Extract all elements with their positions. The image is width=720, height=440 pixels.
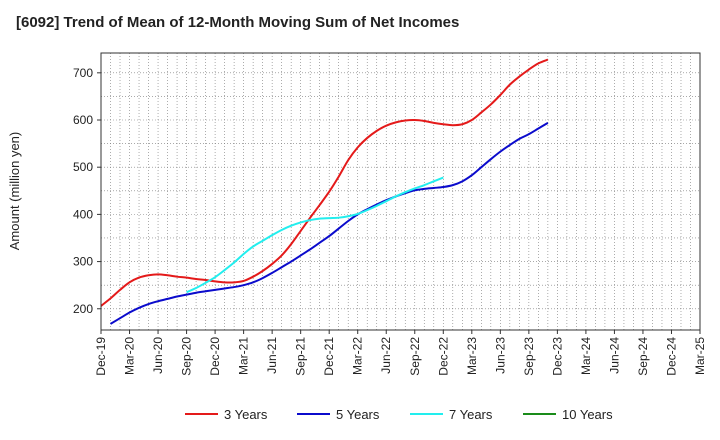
x-tick-label: Dec-24	[664, 337, 678, 376]
x-axis: Dec-19 Mar-20 Jun-20 Sep-20 Dec-20 Mar-21 Jun-…	[94, 330, 707, 376]
x-tick-label: Dec-19	[94, 337, 108, 376]
x-tick-label: Mar-21	[237, 337, 251, 375]
x-tick-label: Mar-24	[579, 337, 593, 375]
series-lines	[100, 58, 549, 325]
y-axis: 200 300 400 500 600 700	[73, 66, 101, 316]
x-tick-label: Mar-23	[465, 337, 479, 375]
x-tick-label: Jun-23	[493, 337, 507, 374]
x-tick-label: Sep-23	[522, 337, 536, 376]
y-tick-label: 500	[73, 160, 93, 174]
x-tick-label: Mar-20	[123, 337, 137, 375]
x-tick-label: Jun-22	[379, 337, 393, 374]
plot-border	[100, 52, 701, 331]
x-tick-label: Sep-21	[294, 337, 308, 376]
x-tick-label: Sep-24	[636, 337, 650, 376]
series-line-3-years	[100, 58, 549, 307]
x-tick-label: Mar-22	[351, 337, 365, 375]
y-tick-label: 200	[73, 302, 93, 316]
x-tick-label: Dec-21	[322, 337, 336, 376]
x-tick-label: Dec-23	[550, 337, 564, 376]
x-tick-label: Jun-20	[151, 337, 165, 374]
y-tick-label: 400	[73, 207, 93, 221]
x-tick-label: Dec-22	[436, 337, 450, 376]
x-tick-label: Dec-20	[208, 337, 222, 376]
legend-label-7-years: 7 Years	[449, 407, 493, 422]
y-axis-label: Amount (million yen)	[7, 132, 22, 251]
y-tick-label: 600	[73, 113, 93, 127]
chart-title: [6092] Trend of Mean of 12-Month Moving …	[16, 14, 460, 31]
x-tick-label: Jun-21	[265, 337, 279, 374]
x-tick-label: Sep-20	[180, 337, 194, 376]
legend-label-3-years: 3 Years	[224, 407, 268, 422]
plot-area	[101, 53, 700, 330]
x-tick-label: Mar-25	[693, 337, 707, 375]
legend-label-5-years: 5 Years	[336, 407, 380, 422]
x-tick-label: Sep-22	[408, 337, 422, 376]
y-tick-label: 300	[73, 255, 93, 269]
series-line-5-years	[109, 121, 549, 325]
legend: 3 Years 5 Years 7 Years 10 Years	[185, 407, 613, 422]
legend-label-10-years: 10 Years	[562, 407, 613, 422]
y-tick-label: 700	[73, 66, 93, 80]
series-line-7-years	[186, 176, 444, 294]
x-tick-label: Jun-24	[607, 337, 621, 374]
